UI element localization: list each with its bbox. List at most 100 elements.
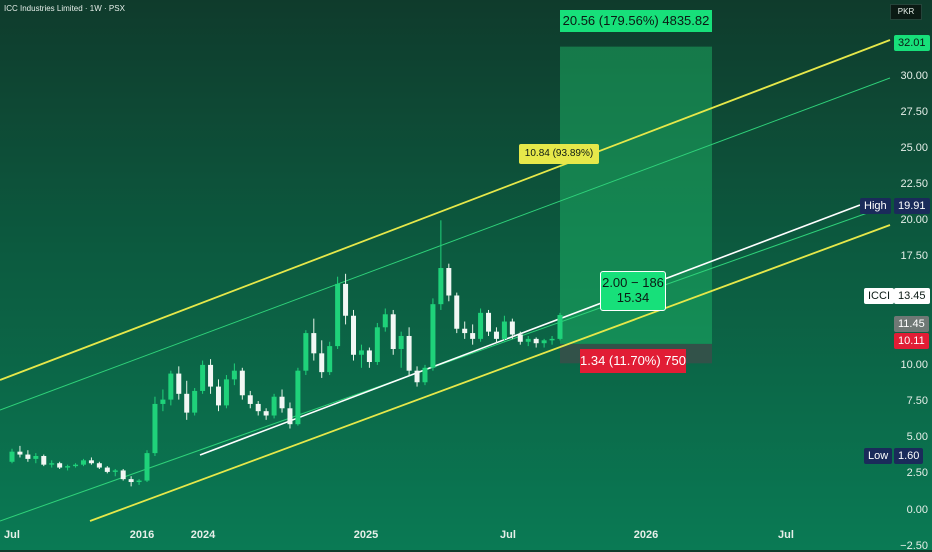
- target-annotation[interactable]: 20.56 (179.56%) 4835.82: [560, 10, 712, 32]
- candle-body[interactable]: [271, 396, 277, 416]
- candle-body[interactable]: [390, 314, 396, 349]
- candle-body[interactable]: [366, 350, 372, 363]
- candle-body[interactable]: [223, 379, 229, 406]
- candle-body[interactable]: [335, 283, 341, 347]
- candle-body[interactable]: [319, 353, 325, 373]
- candle-body[interactable]: [176, 373, 182, 394]
- candle-body[interactable]: [327, 346, 333, 373]
- candle-body[interactable]: [311, 333, 317, 354]
- candle-body[interactable]: [295, 370, 301, 425]
- symbol-tag: ICCI: [864, 288, 894, 304]
- candle-body[interactable]: [462, 328, 468, 334]
- candle-body[interactable]: [358, 350, 364, 355]
- candle-body[interactable]: [9, 451, 15, 462]
- x-axis-tick-label: Jul: [4, 529, 20, 541]
- candle-body[interactable]: [104, 467, 110, 472]
- candle-body[interactable]: [438, 268, 444, 305]
- candle-body[interactable]: [351, 315, 357, 355]
- candle-body[interactable]: [160, 399, 166, 404]
- candle-body[interactable]: [478, 312, 484, 339]
- x-axis-tick-label: 2026: [633, 529, 659, 541]
- y-axis-tick-label: 25.00: [900, 142, 928, 154]
- y-axis-tick-label: −2.50: [900, 539, 928, 552]
- candle-body[interactable]: [430, 304, 436, 368]
- candle-body[interactable]: [533, 338, 539, 344]
- candle-body[interactable]: [215, 386, 221, 406]
- candle-body[interactable]: [398, 335, 404, 349]
- candle-body[interactable]: [509, 321, 515, 335]
- candle-body[interactable]: [406, 335, 412, 371]
- candle-body[interactable]: [152, 403, 158, 454]
- candle-body[interactable]: [493, 331, 499, 339]
- mid-annotation[interactable]: 10.84 (93.89%): [519, 144, 599, 164]
- candle-body[interactable]: [263, 411, 269, 416]
- candle-body[interactable]: [120, 470, 126, 480]
- candle-body[interactable]: [33, 455, 39, 459]
- candle-body[interactable]: [57, 463, 63, 468]
- y-axis-tick-label: 7.50: [906, 395, 928, 408]
- candle-body[interactable]: [247, 395, 253, 404]
- y-axis-tick-label: 0.00: [906, 503, 928, 516]
- candle-body[interactable]: [501, 321, 507, 339]
- x-axis-tick-label: 2024: [190, 529, 216, 541]
- candle-body[interactable]: [549, 338, 555, 341]
- candle-body[interactable]: [374, 327, 380, 363]
- candle-body[interactable]: [255, 403, 261, 412]
- candle-body[interactable]: [303, 333, 309, 371]
- candle-body[interactable]: [73, 464, 79, 467]
- symbol-header: ICC Industries Limited · 1W · PSX: [4, 4, 125, 13]
- y-axis-tick-label: 22.50: [900, 178, 928, 191]
- candle-body[interactable]: [41, 455, 47, 465]
- candle-body[interactable]: [239, 370, 245, 396]
- candle-body[interactable]: [486, 312, 492, 332]
- candle-body[interactable]: [454, 295, 460, 329]
- candle-body[interactable]: [382, 314, 388, 328]
- candle-body[interactable]: [192, 390, 198, 413]
- candle-body[interactable]: [112, 470, 118, 472]
- candle-body[interactable]: [470, 333, 476, 339]
- channel-mid-line[interactable]: [0, 77, 891, 411]
- candle-body[interactable]: [80, 460, 86, 465]
- candle-body[interactable]: [279, 396, 285, 409]
- y-axis-tick-label: 17.50: [900, 250, 928, 263]
- channel-lower-line[interactable]: [89, 224, 891, 522]
- candle-body[interactable]: [343, 283, 349, 316]
- position-annotation[interactable]: 2.00 − 186 15.34: [600, 271, 666, 311]
- candle-body[interactable]: [200, 364, 206, 391]
- candle-body[interactable]: [144, 453, 150, 481]
- target-price-tag: 32.01: [894, 35, 930, 51]
- candle-body[interactable]: [208, 364, 214, 387]
- candle-body[interactable]: [414, 370, 420, 383]
- candle-body[interactable]: [17, 451, 23, 455]
- x-axis-tick-label: 2016: [129, 529, 155, 541]
- x-axis-tick-label: Jul: [500, 529, 516, 541]
- y-axis-tick-label: 10.00: [900, 358, 928, 371]
- candle-body[interactable]: [49, 463, 55, 465]
- candle-body[interactable]: [446, 268, 452, 296]
- candle-body[interactable]: [557, 315, 563, 339]
- candle-body[interactable]: [231, 370, 237, 380]
- channel-lines: [0, 39, 891, 522]
- candle-body[interactable]: [65, 466, 71, 468]
- channel-upper-line[interactable]: [0, 39, 891, 381]
- trend-line[interactable]: [199, 204, 861, 456]
- candles: [9, 220, 563, 487]
- candle-body[interactable]: [96, 463, 102, 468]
- last-price-tag: 13.45: [894, 288, 930, 304]
- candle-body[interactable]: [287, 408, 293, 425]
- candle-body[interactable]: [422, 367, 428, 383]
- y-axis-tick-label: 2.50: [906, 467, 928, 480]
- candle-body[interactable]: [88, 460, 94, 464]
- low-label-tag: Low: [864, 448, 893, 464]
- candle-body[interactable]: [541, 340, 547, 344]
- candle-body[interactable]: [25, 454, 31, 459]
- stop-annotation[interactable]: 1.34 (11.70%) 750: [580, 349, 686, 373]
- candle-body[interactable]: [517, 334, 523, 342]
- candle-body[interactable]: [136, 480, 142, 483]
- candle-body[interactable]: [128, 479, 134, 483]
- candle-body[interactable]: [525, 338, 531, 342]
- currency-badge[interactable]: PKR: [890, 4, 922, 20]
- candle-body[interactable]: [184, 393, 190, 413]
- candle-body[interactable]: [168, 373, 174, 400]
